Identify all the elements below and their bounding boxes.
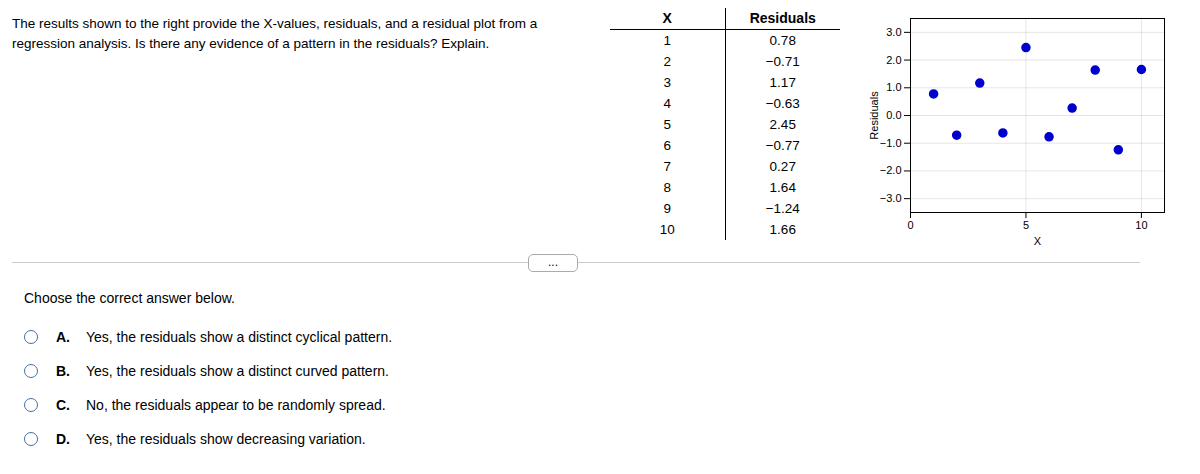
html-text:Yes, the residuals show decrea: Yes, the residuals show decreasing varia… xyxy=(86,431,366,447)
svg-text:0: 0 xyxy=(907,219,913,231)
html-text:4: 4 xyxy=(663,96,671,111)
html-text:C.: C. xyxy=(56,397,70,413)
svg-text:3.0: 3.0 xyxy=(886,26,901,38)
html-text:−0.71: −0.71 xyxy=(765,54,800,69)
html-text:−1.24: −1.24 xyxy=(765,201,800,216)
html-text:9: 9 xyxy=(663,201,671,216)
html-text:X: X xyxy=(662,10,672,26)
html-text:0.27: 0.27 xyxy=(769,159,796,174)
html-text:10: 10 xyxy=(659,222,675,237)
html-text:−0.77: −0.77 xyxy=(765,138,800,153)
html-text:Residuals: Residuals xyxy=(749,10,816,26)
html-text:1.17: 1.17 xyxy=(769,75,796,90)
html-text:Yes, the residuals show a dist: Yes, the residuals show a distinct curve… xyxy=(86,363,389,379)
html-text:The results shown to the right: The results shown to the right provide t… xyxy=(12,16,538,51)
svg-text:Residuals: Residuals xyxy=(868,91,880,140)
html-text:−0.63: −0.63 xyxy=(765,96,800,111)
html-text:D.: D. xyxy=(56,431,70,447)
html-text:2.45: 2.45 xyxy=(769,117,796,132)
svg-text:2.0: 2.0 xyxy=(886,54,901,66)
html-text:1.64: 1.64 xyxy=(769,180,796,195)
html-text:No, the residuals appear to be: No, the residuals appear to be randomly … xyxy=(86,397,386,413)
svg-text:−2.0: −2.0 xyxy=(880,164,902,176)
svg-text:0.0: 0.0 xyxy=(886,109,901,121)
html-text:3: 3 xyxy=(663,75,671,90)
svg-text:−3.0: −3.0 xyxy=(880,192,902,204)
svg-text:X: X xyxy=(1034,235,1042,247)
html-text:1: 1 xyxy=(663,33,671,48)
html-text:B.: B. xyxy=(56,363,70,379)
svg-text:10: 10 xyxy=(1135,219,1147,231)
svg-text:5: 5 xyxy=(1023,219,1029,231)
svg-text:−1.0: −1.0 xyxy=(880,137,902,149)
html-text:8: 8 xyxy=(663,180,671,195)
html-text:Yes, the residuals show a dist: Yes, the residuals show a distinct cycli… xyxy=(86,329,393,345)
html-text:2: 2 xyxy=(663,54,671,69)
html-text:7: 7 xyxy=(663,159,671,174)
html-text:5: 5 xyxy=(663,117,671,132)
html-text:0.78: 0.78 xyxy=(769,33,796,48)
html-text:1.66: 1.66 xyxy=(769,222,796,237)
html-text:6: 6 xyxy=(663,138,671,153)
html-text:A.: A. xyxy=(56,329,70,345)
svg-text:1.0: 1.0 xyxy=(886,81,901,93)
html-text:Choose the correct answer belo: Choose the correct answer below. xyxy=(24,290,235,306)
